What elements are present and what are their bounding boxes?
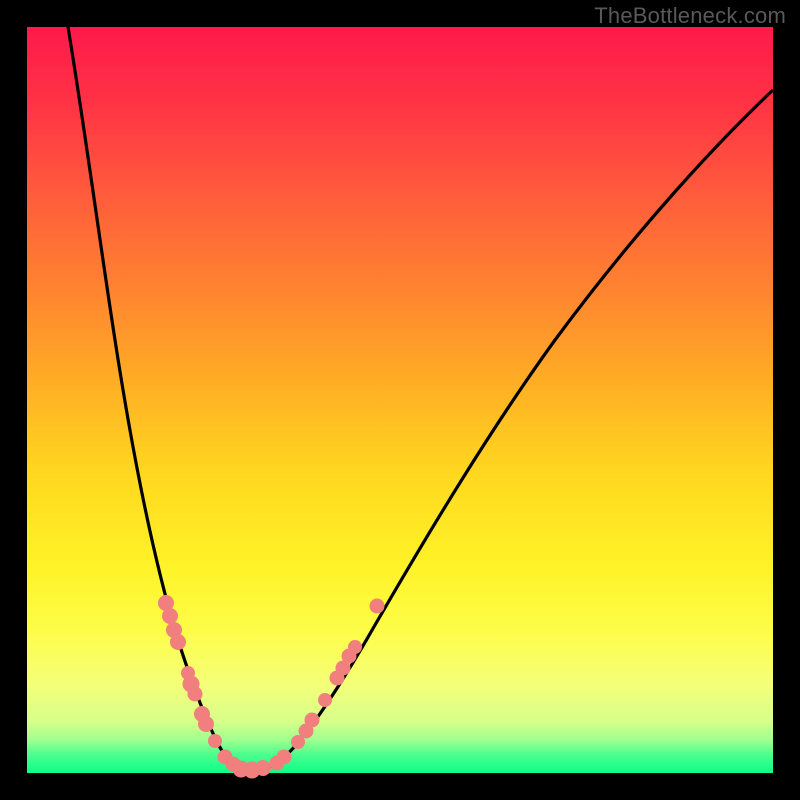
- data-point: [170, 634, 186, 650]
- plot-svg: [0, 0, 800, 800]
- data-point: [198, 716, 214, 732]
- data-point: [318, 693, 332, 707]
- watermark-text: TheBottleneck.com: [594, 3, 786, 29]
- data-point: [255, 760, 271, 776]
- data-point: [188, 687, 203, 702]
- data-point: [162, 608, 178, 624]
- data-point: [277, 750, 292, 765]
- data-point: [348, 640, 362, 654]
- data-point: [208, 734, 222, 748]
- gradient-background: [27, 27, 773, 773]
- data-point: [370, 599, 385, 614]
- data-point: [305, 713, 320, 728]
